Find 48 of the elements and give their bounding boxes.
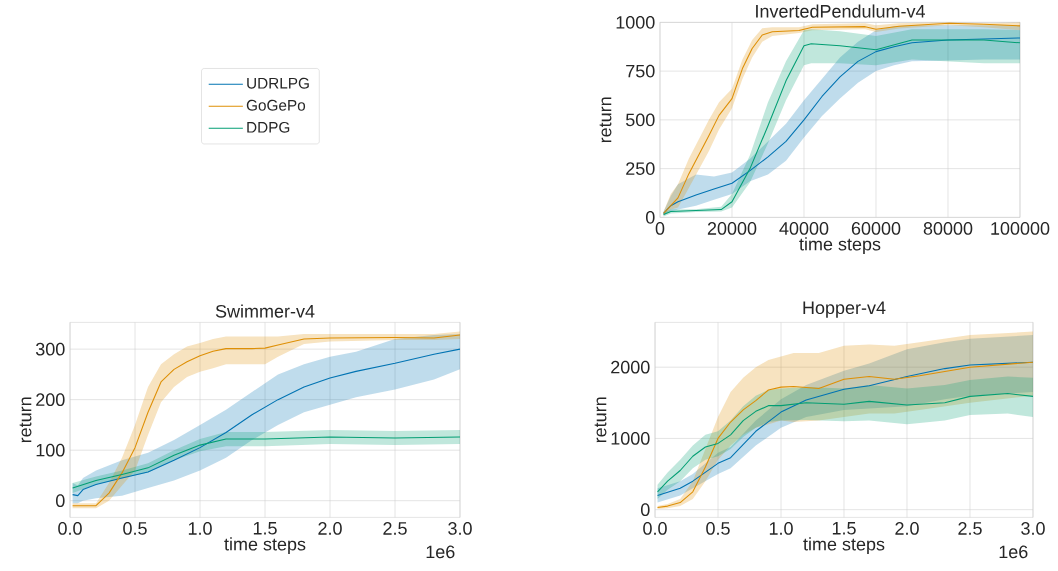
x-tick-label: 0.5	[123, 521, 147, 535]
chart-title: Swimmer-v4	[215, 304, 315, 318]
x-tick-label: 1.5	[253, 521, 277, 535]
x-tick-label: 60000	[851, 221, 901, 235]
y-tick-label: 200	[36, 393, 65, 406]
chart-title: Hopper-v4	[803, 301, 886, 318]
x-tick-label: 20000	[707, 221, 757, 235]
y-tick-label: 750	[626, 64, 655, 78]
chart-title: InvertedPendulum-v4	[756, 4, 925, 18]
y-axis-title: return	[594, 397, 607, 443]
legend-label: DDPG	[247, 121, 290, 133]
y-axis-title: return	[19, 397, 32, 443]
y-axis-title: return	[599, 97, 612, 143]
x-tick-label: 1.0	[188, 521, 212, 535]
x-tick-label: 0.0	[58, 521, 82, 535]
x-tick-label: 0.0	[643, 521, 667, 535]
x-tick-label: 1.0	[769, 521, 793, 535]
text: 1e6	[999, 545, 1028, 559]
y-tick-label: 0	[640, 503, 650, 516]
x-tick-label: 3.0	[1021, 521, 1045, 535]
legend-label: GoGePo	[246, 99, 306, 111]
y-tick-label: 100	[36, 443, 65, 457]
x-tick-label: 40000	[779, 221, 829, 235]
x-tick-label: 3.0	[448, 521, 472, 535]
y-tick-label: 2000	[611, 360, 650, 374]
legend-label: UDRLPG	[247, 77, 309, 89]
x-axis-title: time steps	[799, 237, 881, 254]
y-tick-label: 250	[626, 162, 655, 175]
x-tick-label: 100000	[991, 221, 1050, 235]
x-tick-label: 0	[655, 221, 665, 235]
x-tick-label: 2.5	[958, 521, 982, 535]
x-tick-label: 2.0	[895, 521, 919, 535]
x-tick-label: 80000	[923, 221, 973, 235]
y-tick-label: 300	[35, 342, 65, 356]
x-axis-title: time steps	[803, 537, 885, 554]
x-tick-label: 1.5	[832, 521, 856, 535]
y-tick-label: 1000	[611, 431, 650, 445]
y-tick-label: 0	[56, 494, 65, 507]
line-series	[656, 392, 1034, 493]
line-series	[72, 436, 461, 489]
text: 1e6	[426, 545, 455, 559]
x-tick-label: 2.5	[383, 521, 407, 535]
x-tick-label: 2.0	[318, 521, 342, 535]
y-tick-label: 1000	[616, 15, 655, 29]
y-tick-label: 500	[625, 113, 655, 127]
x-axis-title: time steps	[224, 537, 306, 554]
x-tick-label: 0.5	[706, 521, 730, 535]
y-tick-label: 0	[645, 210, 655, 224]
